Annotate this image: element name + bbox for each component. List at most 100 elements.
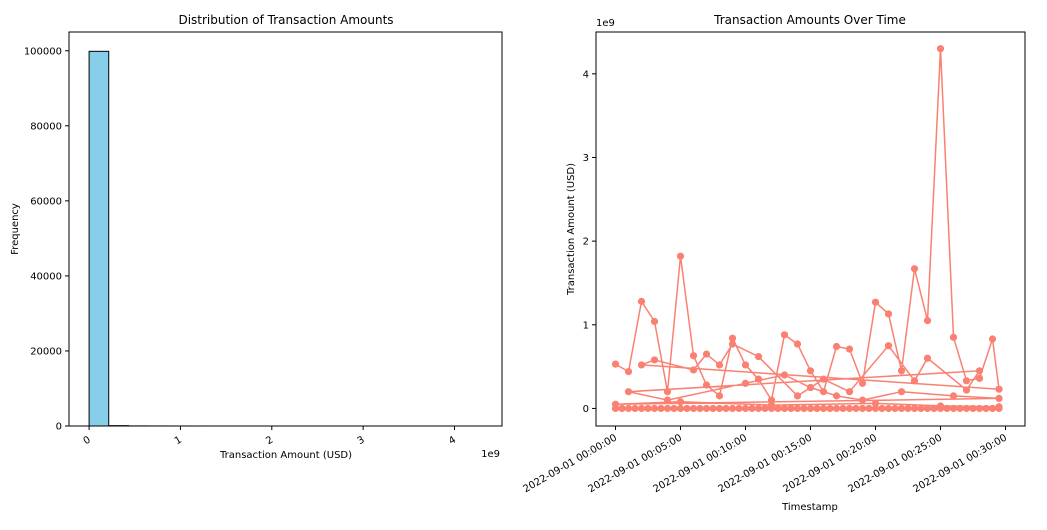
series-point xyxy=(917,404,925,413)
series-point xyxy=(663,404,672,413)
series-point xyxy=(624,368,633,376)
series-point xyxy=(676,404,685,413)
series-point xyxy=(787,404,795,413)
line-title: Transaction Amounts Over Time xyxy=(713,13,906,27)
series-point xyxy=(676,398,685,406)
series-point xyxy=(650,356,659,364)
hist-y-tick-label: 0 xyxy=(56,422,62,433)
hist-x-ticks: 0 1 2 3 4 xyxy=(82,426,458,447)
series-point xyxy=(975,374,984,382)
series-point xyxy=(715,404,724,413)
series-point xyxy=(858,396,867,404)
series-point xyxy=(748,404,756,413)
hist-x-tick-label: 3 xyxy=(356,435,367,448)
series-point xyxy=(878,404,886,413)
series-point xyxy=(767,396,776,404)
series-point xyxy=(709,404,717,413)
series-point xyxy=(715,392,724,400)
series-point xyxy=(884,310,893,318)
series-point xyxy=(930,404,938,413)
line-y-ticks: 0 1 2 3 4 xyxy=(583,69,596,415)
series-point xyxy=(741,404,750,413)
hist-bar xyxy=(88,50,110,427)
series-point xyxy=(722,404,730,413)
series-point xyxy=(936,402,945,410)
series-point xyxy=(741,361,750,369)
hist-x-offset: 1e9 xyxy=(481,449,500,460)
series-point xyxy=(780,404,789,413)
series-point xyxy=(637,297,646,305)
series-point xyxy=(806,404,815,413)
series-point xyxy=(650,317,659,326)
series-point xyxy=(728,334,737,342)
series-point xyxy=(995,394,1003,402)
series-point xyxy=(865,404,873,413)
series-point xyxy=(891,404,899,413)
series-point xyxy=(754,404,763,413)
series-point xyxy=(988,404,997,413)
series-point xyxy=(754,375,763,383)
hist-x-tick-label: 0 xyxy=(82,435,93,448)
series-point xyxy=(702,350,711,358)
series-point xyxy=(995,403,1003,411)
series-point xyxy=(780,371,789,379)
hist-y-tick-label: 60000 xyxy=(30,196,62,207)
series-point xyxy=(611,400,620,408)
hist-y-ticks: 0 20000 40000 60000 80000 100000 xyxy=(24,46,69,433)
series-point xyxy=(735,404,743,413)
series-point xyxy=(871,404,880,413)
series-point xyxy=(943,404,951,413)
series-point xyxy=(800,404,808,413)
line-series xyxy=(611,45,1003,413)
series-point xyxy=(897,388,906,396)
series-point xyxy=(793,340,802,348)
series-point xyxy=(702,404,711,413)
series-point xyxy=(715,361,724,369)
line-y-tick-label: 3 xyxy=(583,153,589,164)
hist-y-tick-label: 80000 xyxy=(30,121,62,132)
hist-x-tick-label: 2 xyxy=(264,435,275,448)
line-y-offset: 1e9 xyxy=(596,18,615,29)
series-point xyxy=(754,352,763,361)
series-point xyxy=(884,404,893,413)
series-point xyxy=(650,404,659,413)
hist-x-tick-label: 4 xyxy=(447,435,458,448)
series-point xyxy=(988,335,997,343)
series-point xyxy=(949,333,958,341)
series-point xyxy=(806,383,815,392)
series-point xyxy=(611,360,620,368)
series-point xyxy=(904,404,912,413)
series-point xyxy=(871,399,880,408)
series-point xyxy=(624,388,633,396)
line-y-tick-label: 2 xyxy=(583,237,589,248)
series-line xyxy=(615,48,1000,408)
series-point xyxy=(689,404,698,413)
series-point xyxy=(923,354,932,362)
series-point xyxy=(702,381,711,389)
series-point xyxy=(657,404,665,413)
series-point xyxy=(832,392,841,400)
series-point xyxy=(949,404,958,413)
series-point xyxy=(910,404,919,413)
series-point xyxy=(923,316,932,325)
line-chart: Transaction Amounts Over Time 0 1 2 3 4 2022… xyxy=(522,13,1026,513)
series-point xyxy=(728,404,737,413)
series-point xyxy=(949,392,958,400)
series-point xyxy=(670,404,678,413)
histogram-chart: Distribution of Transaction Amounts 0200… xyxy=(10,13,503,461)
hist-frame xyxy=(68,31,503,427)
hist-bars xyxy=(88,50,483,427)
series-point xyxy=(956,404,964,413)
series-point xyxy=(663,396,672,404)
series-point xyxy=(696,404,704,413)
series-point xyxy=(858,379,867,387)
series-point xyxy=(845,388,854,396)
series-point xyxy=(962,386,971,394)
series-point xyxy=(832,404,841,413)
series-point xyxy=(845,345,854,353)
series-point xyxy=(858,404,867,413)
series-point xyxy=(871,298,880,306)
line-y-tick-label: 1 xyxy=(583,320,589,331)
series-point xyxy=(852,404,860,413)
